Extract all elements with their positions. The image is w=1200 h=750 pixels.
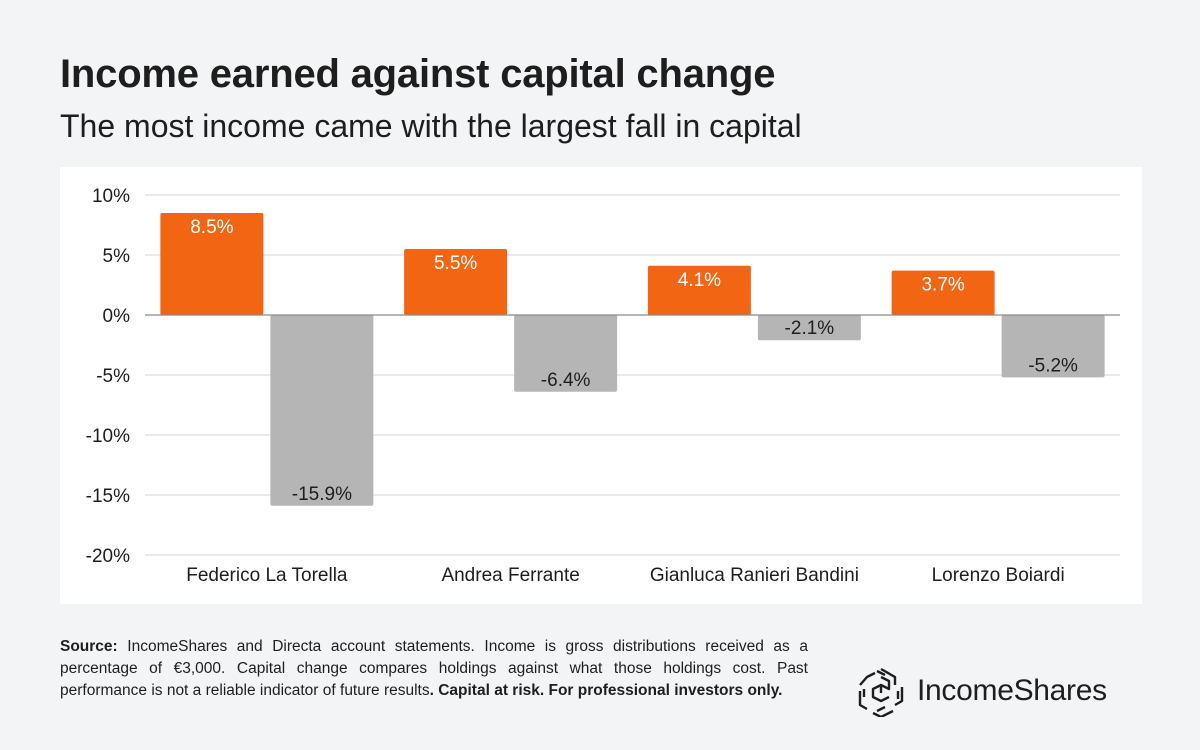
- source-footnote: Source: IncomeShares and Directa account…: [60, 636, 808, 702]
- y-tick-label: 0%: [103, 306, 131, 327]
- y-tick-label: -5%: [96, 366, 130, 387]
- x-category-label: Gianluca Ranieri Bandini: [650, 565, 859, 586]
- data-label: -2.1%: [785, 318, 835, 339]
- y-tick-label: 5%: [103, 246, 131, 267]
- capital-change-bar: [514, 315, 618, 392]
- data-label: 4.1%: [678, 270, 721, 291]
- incomeshares-hexagon-logo-icon: [858, 667, 904, 717]
- source-label: Source:: [60, 638, 118, 655]
- y-tick-label: -15%: [86, 486, 130, 507]
- risk-warning: . Capital at risk. For professional inve…: [429, 682, 783, 699]
- data-label: 8.5%: [190, 217, 233, 238]
- chart-subtitle: The most income came with the largest fa…: [60, 108, 802, 144]
- data-label: 3.7%: [921, 275, 964, 296]
- source-text: IncomeShares and Directa account stateme…: [60, 638, 808, 699]
- y-tick-label: 10%: [92, 186, 130, 207]
- chart-title: Income earned against capital change: [60, 52, 776, 96]
- chart-panel: 10% 5% 0% -5% -10% -15% -20% 8.5% -15.9% Federico…: [60, 167, 1142, 604]
- brand-name: IncomeShares: [917, 674, 1107, 707]
- data-label: -15.9%: [292, 484, 352, 505]
- data-label: 5.5%: [434, 253, 477, 274]
- income-bar: [647, 265, 751, 315]
- income-bar: [404, 249, 508, 315]
- capital-change-bar: [1001, 315, 1105, 378]
- data-label: -5.2%: [1028, 355, 1078, 376]
- income-bar: [891, 270, 995, 315]
- x-category-label: Andrea Ferrante: [441, 565, 579, 586]
- y-tick-label: -20%: [86, 546, 130, 567]
- data-label: -6.4%: [541, 370, 591, 391]
- x-category-label: Lorenzo Boiardi: [932, 565, 1065, 586]
- brand-logo: IncomeShares: [855, 664, 1107, 718]
- x-category-label: Federico La Torella: [186, 565, 348, 586]
- capital-change-bar: [270, 315, 374, 506]
- bar-chart: 10% 5% 0% -5% -10% -15% -20% 8.5% -15.9% Federico…: [86, 186, 1120, 586]
- income-bar: [160, 213, 264, 315]
- capital-change-bar: [757, 315, 861, 341]
- y-tick-label: -10%: [86, 426, 130, 447]
